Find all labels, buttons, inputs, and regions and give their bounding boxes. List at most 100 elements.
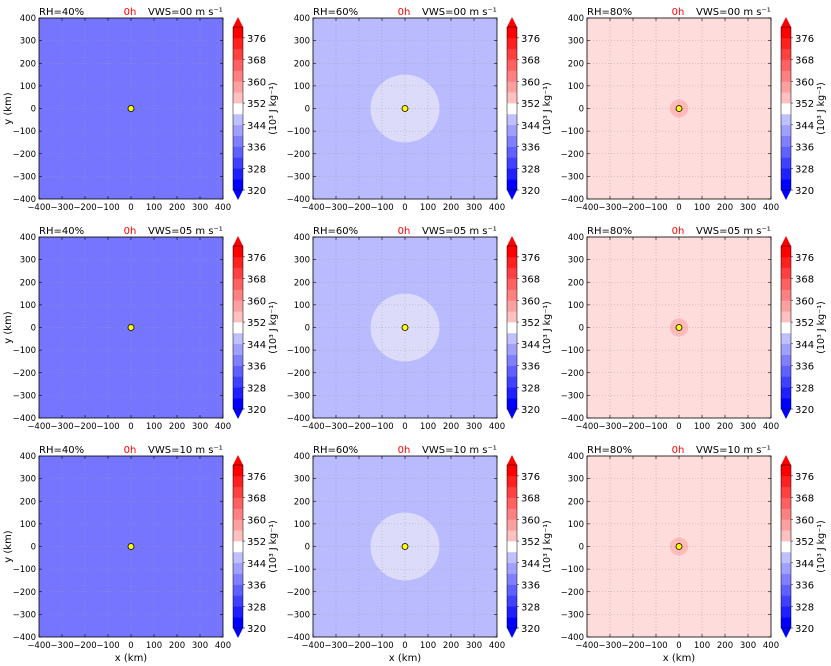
x-tick-label: 200 [169, 203, 185, 213]
y-tick-label: 300 [294, 475, 310, 485]
y-tick-label: 100 [20, 520, 36, 530]
colorbar-bin [507, 398, 517, 410]
colorbar-tick-label: 352 [247, 318, 266, 329]
center-marker [127, 105, 135, 112]
x-tick-label: 100 [146, 203, 162, 213]
colorbar-tick-label: 336 [521, 143, 540, 154]
colorbar-bin [507, 530, 517, 542]
y-tick-label: −200 [561, 588, 584, 598]
x-tick-label: 100 [420, 422, 436, 432]
colorbar-tick-label: 328 [795, 602, 814, 613]
x-tick-label: 200 [443, 641, 459, 651]
colorbar-bin [233, 48, 243, 60]
colorbar-tick-label: 320 [795, 186, 814, 197]
colorbar-tick-label: 352 [521, 318, 540, 329]
x-tick-label: −300 [50, 641, 73, 651]
colorbar-tick-label: 328 [795, 164, 814, 175]
x-tick-label: 100 [146, 641, 162, 651]
colorbar-label: (10³ J kg⁻¹) [542, 520, 553, 573]
colorbar-bin [781, 398, 791, 410]
colorbar-tick-label: 336 [247, 581, 266, 592]
colorbar-tick-label: 360 [795, 77, 814, 88]
y-axis-label: y (km) [3, 311, 14, 344]
x-tick-label: 0 [676, 641, 681, 651]
x-tick-label: −100 [370, 641, 393, 651]
colorbar-bin [781, 70, 791, 82]
colorbar-min-extension [507, 190, 517, 200]
x-tick-label: −400 [301, 422, 324, 432]
center-marker [675, 324, 683, 331]
center-marker [401, 105, 409, 112]
colorbar-bin [781, 289, 791, 301]
colorbar-bin [233, 398, 243, 410]
colorbar-bin [233, 617, 243, 629]
x-tick-label: 300 [466, 203, 482, 213]
colorbar-bin [507, 48, 517, 60]
colorbar-min-extension [781, 190, 791, 200]
colorbar-bin [507, 256, 517, 269]
colorbar-bin [233, 551, 243, 564]
x-tick-label: 400 [763, 203, 779, 213]
colorbar-bin [781, 617, 791, 629]
colorbar-bin [233, 322, 243, 334]
y-tick-label: 200 [568, 59, 584, 69]
y-tick-label: −300 [287, 610, 310, 620]
colorbar-tick-label: 376 [521, 472, 540, 483]
colorbar-bin [781, 519, 791, 531]
colorbar-tick-label: 352 [247, 537, 266, 548]
colorbar-label: (10³ J kg⁻¹) [816, 82, 827, 135]
y-tick-label: 400 [20, 14, 36, 24]
y-tick-label: 0 [31, 543, 36, 553]
y-tick-label: 200 [568, 278, 584, 288]
colorbar-tick-label: 352 [247, 99, 266, 110]
y-tick-label: −200 [287, 150, 310, 160]
panel-7: −400 −300 −200 −100 0 100 200 300 40040030020010… [3, 445, 279, 664]
panel-time-label: 0h [398, 226, 411, 237]
x-tick-label: −300 [324, 641, 347, 651]
y-tick-label: −100 [561, 346, 584, 356]
colorbar-max-extension [781, 236, 791, 246]
y-tick-label: 400 [568, 233, 584, 243]
colorbar-bin [781, 508, 791, 520]
x-tick-label: 400 [489, 203, 505, 213]
colorbar-tick-label: 336 [521, 362, 540, 373]
colorbar-bin [781, 530, 791, 542]
x-tick-label: 100 [420, 641, 436, 651]
colorbar-tick-label: 360 [247, 515, 266, 526]
colorbar-max-extension [233, 236, 243, 246]
colorbar: 320 328 336 344 352 360 368 376 (10³ J kg⁻¹) [232, 455, 279, 638]
colorbar-bin [507, 300, 517, 312]
colorbar-bin [507, 168, 517, 180]
panel-time-label: 0h [672, 445, 685, 456]
panel-3: −400 −300 −200 −100 0 100 200 300 40040030020010… [561, 7, 827, 213]
colorbar-label: (10³ J kg⁻¹) [268, 520, 279, 573]
colorbar-min-extension [507, 628, 517, 638]
y-tick-label: −300 [561, 391, 584, 401]
colorbar-max-extension [781, 455, 791, 465]
x-axis-label: x (km) [663, 653, 696, 664]
panel-time-label: 0h [398, 7, 411, 18]
y-tick-label: 200 [20, 278, 36, 288]
panel-time-label: 0h [398, 445, 411, 456]
colorbar-bin [233, 365, 243, 377]
colorbar-frame [780, 245, 792, 410]
colorbar-tick-label: 344 [795, 340, 814, 351]
colorbar-bin [233, 606, 243, 618]
colorbar-tick-label: 360 [795, 515, 814, 526]
colorbar-bin [233, 376, 243, 388]
x-tick-label: 200 [717, 422, 733, 432]
panel-vws-label: VWS=00 m s⁻¹ [422, 7, 497, 18]
colorbar-bin [233, 332, 243, 345]
x-tick-label: 100 [694, 422, 710, 432]
colorbar-tick-label: 360 [521, 77, 540, 88]
y-tick-label: 400 [294, 14, 310, 24]
x-tick-label: −200 [621, 641, 644, 651]
colorbar-tick-label: 368 [247, 56, 266, 67]
colorbar-bin [233, 595, 243, 607]
x-tick-label: 300 [192, 641, 208, 651]
panel-5: −400 −300 −200 −100 0 100 200 300 40040030020010… [287, 226, 553, 432]
x-tick-label: −300 [598, 203, 621, 213]
colorbar-bin [781, 37, 791, 50]
colorbar-tick-label: 344 [247, 559, 266, 570]
x-tick-label: −100 [370, 203, 393, 213]
